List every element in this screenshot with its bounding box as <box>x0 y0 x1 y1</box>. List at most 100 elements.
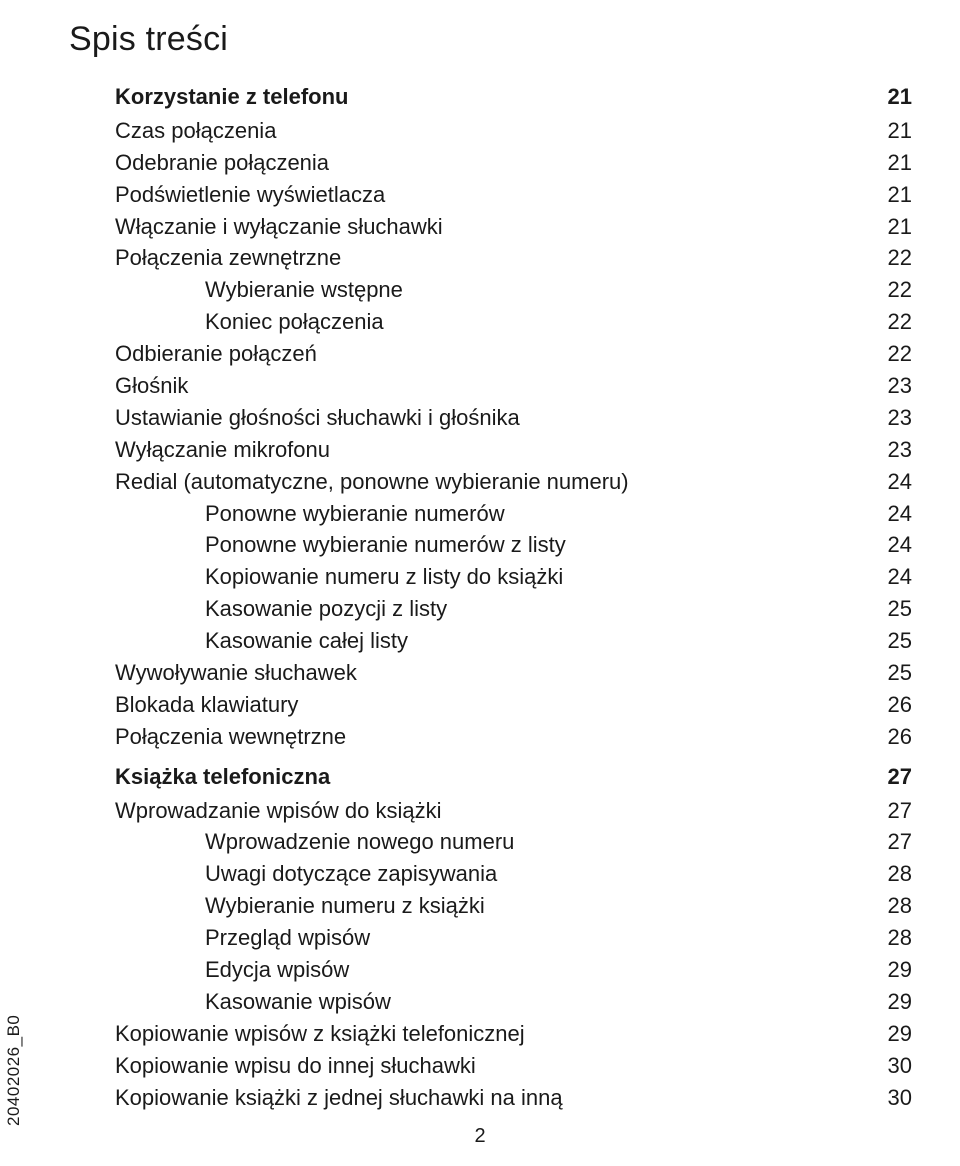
toc-page-number: 22 <box>872 242 912 274</box>
toc-row: Podświetlenie wyświetlacza 21 <box>115 179 912 211</box>
toc-label: Przegląd wpisów <box>115 922 370 954</box>
toc-label: Koniec połączenia <box>115 306 384 338</box>
toc-page-number: 28 <box>872 922 912 954</box>
toc-row: Kopiowanie wpisu do innej słuchawki 30 <box>115 1050 912 1082</box>
toc-label: Edycja wpisów <box>115 954 349 986</box>
toc-page-number: 26 <box>872 721 912 753</box>
toc-page: Spis treści Korzystanie z telefonu21Czas… <box>0 0 960 1166</box>
toc-page-number: 28 <box>872 858 912 890</box>
page-number: 2 <box>0 1125 960 1148</box>
toc-row: Wprowadzanie wpisów do książki 27 <box>115 795 912 827</box>
toc-row: Czas połączenia 21 <box>115 115 912 147</box>
toc-row: Wprowadzenie nowego numeru 27 <box>115 826 912 858</box>
toc-label: Wybieranie wstępne <box>115 274 403 306</box>
toc-label: Odbieranie połączeń <box>115 338 317 370</box>
toc-page-number: 22 <box>872 338 912 370</box>
toc-label: Ponowne wybieranie numerów <box>115 498 505 530</box>
toc-page-number: 25 <box>872 657 912 689</box>
toc-label: Ustawianie głośności słuchawki i głośnik… <box>115 402 520 434</box>
toc-label: Wybieranie numeru z książki <box>115 890 485 922</box>
toc-row: Odbieranie połączeń 22 <box>115 338 912 370</box>
toc-page-number: 27 <box>872 795 912 827</box>
toc-page-number: 21 <box>872 147 912 179</box>
toc-row: Ustawianie głośności słuchawki i głośnik… <box>115 402 912 434</box>
toc-label: Kopiowanie numeru z listy do książki <box>115 561 563 593</box>
toc-page-number: 24 <box>872 498 912 530</box>
toc-label: Uwagi dotyczące zapisywania <box>115 858 497 890</box>
toc-row: Kopiowanie numeru z listy do książki 24 <box>115 561 912 593</box>
toc-label: Kasowanie pozycji z listy <box>115 593 447 625</box>
toc-page-number: 27 <box>872 761 912 793</box>
toc-label: Kopiowanie wpisów z książki telefoniczne… <box>115 1018 525 1050</box>
toc-row: Książka telefoniczna 27 <box>115 761 912 793</box>
toc-page-number: 25 <box>872 625 912 657</box>
toc-label: Połączenia wewnętrzne <box>115 721 346 753</box>
toc-page-number: 24 <box>872 561 912 593</box>
toc-page-number: 27 <box>872 826 912 858</box>
toc-page-number: 21 <box>872 115 912 147</box>
toc-label: Kopiowanie książki z jednej słuchawki na… <box>115 1082 563 1114</box>
toc-row: Wybieranie numeru z książki 28 <box>115 890 912 922</box>
toc-row: Kasowanie pozycji z listy 25 <box>115 593 912 625</box>
toc-page-number: 30 <box>872 1082 912 1114</box>
toc-label: Wprowadzanie wpisów do książki <box>115 795 441 827</box>
toc-row: Blokada klawiatury 26 <box>115 689 912 721</box>
side-code: 20402026_B0 <box>4 1015 24 1126</box>
toc-page-number: 23 <box>872 434 912 466</box>
toc-label: Kasowanie wpisów <box>115 986 391 1018</box>
toc-page-number: 23 <box>872 370 912 402</box>
toc-row: Połączenia zewnętrzne 22 <box>115 242 912 274</box>
toc-page-number: 26 <box>872 689 912 721</box>
toc-label: Blokada klawiatury <box>115 689 298 721</box>
toc-label: Wyłączanie mikrofonu <box>115 434 330 466</box>
toc-row: Koniec połączenia 22 <box>115 306 912 338</box>
toc-page-number: 24 <box>872 529 912 561</box>
toc-page-number: 28 <box>872 890 912 922</box>
toc-row: Kopiowanie wpisów z książki telefoniczne… <box>115 1018 912 1050</box>
toc-page-number: 29 <box>872 1018 912 1050</box>
toc-row: Edycja wpisów 29 <box>115 954 912 986</box>
toc-row: Wywoływanie słuchawek 25 <box>115 657 912 689</box>
toc-label: Połączenia zewnętrzne <box>115 242 341 274</box>
toc-page-number: 24 <box>872 466 912 498</box>
toc-row: Połączenia wewnętrzne 26 <box>115 721 912 753</box>
toc-label: Kasowanie całej listy <box>115 625 408 657</box>
toc-page-number: 22 <box>872 274 912 306</box>
toc-row: Włączanie i wyłączanie słuchawki 21 <box>115 211 912 243</box>
toc-row: Kasowanie wpisów 29 <box>115 986 912 1018</box>
toc-label: Czas połączenia <box>115 115 276 147</box>
toc-label: Korzystanie z telefonu <box>115 81 348 113</box>
toc-label: Kopiowanie wpisu do innej słuchawki <box>115 1050 476 1082</box>
toc-row: Odebranie połączenia 21 <box>115 147 912 179</box>
page-title: Spis treści <box>69 20 912 59</box>
toc-page-number: 22 <box>872 306 912 338</box>
toc-row: Głośnik 23 <box>115 370 912 402</box>
toc-page-number: 29 <box>872 986 912 1018</box>
toc-page-number: 25 <box>872 593 912 625</box>
toc-row: Przegląd wpisów 28 <box>115 922 912 954</box>
toc-row: Redial (automatyczne, ponowne wybieranie… <box>115 466 912 498</box>
toc-row: Korzystanie z telefonu 21 <box>115 81 912 113</box>
toc-label: Ponowne wybieranie numerów z listy <box>115 529 566 561</box>
toc-row: Ponowne wybieranie numerów 24 <box>115 498 912 530</box>
toc-page-number: 29 <box>872 954 912 986</box>
toc-page-number: 21 <box>872 211 912 243</box>
toc-page-number: 21 <box>872 179 912 211</box>
toc-label: Głośnik <box>115 370 188 402</box>
toc-row: Wyłączanie mikrofonu 23 <box>115 434 912 466</box>
toc-list: Korzystanie z telefonu 21 Czas połączenia 2… <box>115 81 912 1114</box>
toc-page-number: 30 <box>872 1050 912 1082</box>
toc-row: Kopiowanie książki z jednej słuchawki na… <box>115 1082 912 1114</box>
toc-page-number: 21 <box>872 81 912 113</box>
toc-label: Włączanie i wyłączanie słuchawki <box>115 211 443 243</box>
toc-label: Wprowadzenie nowego numeru <box>115 826 514 858</box>
toc-row: Ponowne wybieranie numerów z listy 24 <box>115 529 912 561</box>
toc-row: Wybieranie wstępne 22 <box>115 274 912 306</box>
toc-row: Uwagi dotyczące zapisywania 28 <box>115 858 912 890</box>
toc-page-number: 23 <box>872 402 912 434</box>
toc-label: Książka telefoniczna <box>115 761 330 793</box>
toc-label: Podświetlenie wyświetlacza <box>115 179 385 211</box>
toc-label: Redial (automatyczne, ponowne wybieranie… <box>115 466 629 498</box>
toc-label: Odebranie połączenia <box>115 147 329 179</box>
toc-label: Wywoływanie słuchawek <box>115 657 357 689</box>
